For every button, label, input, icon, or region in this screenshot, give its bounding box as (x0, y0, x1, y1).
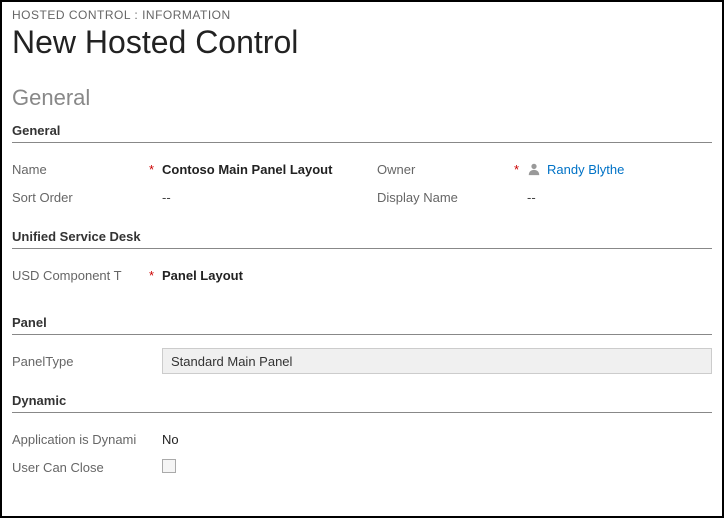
value-sort-order[interactable]: -- (162, 190, 347, 205)
label-sort-order: Sort Order (12, 190, 73, 205)
field-name[interactable]: Name * Contoso Main Panel Layout (12, 155, 347, 183)
field-user-can-close[interactable]: User Can Close (12, 453, 712, 481)
field-usd-component[interactable]: USD Component T * Panel Layout (12, 261, 712, 289)
section-header-panel: Panel (12, 315, 712, 335)
label-owner: Owner (377, 162, 415, 177)
tab-general[interactable]: General (12, 85, 712, 111)
field-owner[interactable]: Owner * Randy Blythe (377, 155, 712, 183)
field-sort-order[interactable]: Sort Order -- (12, 183, 347, 211)
field-display-name[interactable]: Display Name -- (377, 183, 712, 211)
field-app-dynamic[interactable]: Application is Dynami No (12, 425, 712, 453)
label-usd-component: USD Component T (12, 268, 122, 283)
value-usd-component[interactable]: Panel Layout (162, 268, 712, 283)
dropdown-panel-type[interactable]: Standard Main Panel (162, 348, 712, 374)
required-marker: * (514, 162, 527, 177)
value-app-dynamic[interactable]: No (162, 432, 712, 447)
label-display-name: Display Name (377, 190, 458, 205)
page-title: New Hosted Control (12, 24, 712, 61)
label-panel-type: PanelType (12, 354, 73, 369)
section-header-dynamic: Dynamic (12, 393, 712, 413)
field-panel-type[interactable]: PanelType Standard Main Panel (12, 347, 712, 375)
section-header-general: General (12, 123, 712, 143)
label-app-dynamic: Application is Dynami (12, 432, 136, 447)
person-icon (527, 162, 541, 176)
required-marker: * (149, 162, 162, 177)
label-user-can-close: User Can Close (12, 460, 104, 475)
value-display-name[interactable]: -- (527, 190, 712, 205)
required-marker: * (149, 268, 162, 283)
checkbox-user-can-close[interactable] (162, 459, 176, 473)
section-header-usd: Unified Service Desk (12, 229, 712, 249)
owner-link[interactable]: Randy Blythe (547, 162, 624, 177)
breadcrumb: HOSTED CONTROL : INFORMATION (12, 8, 712, 22)
value-name[interactable]: Contoso Main Panel Layout (162, 162, 347, 177)
label-name: Name (12, 162, 47, 177)
